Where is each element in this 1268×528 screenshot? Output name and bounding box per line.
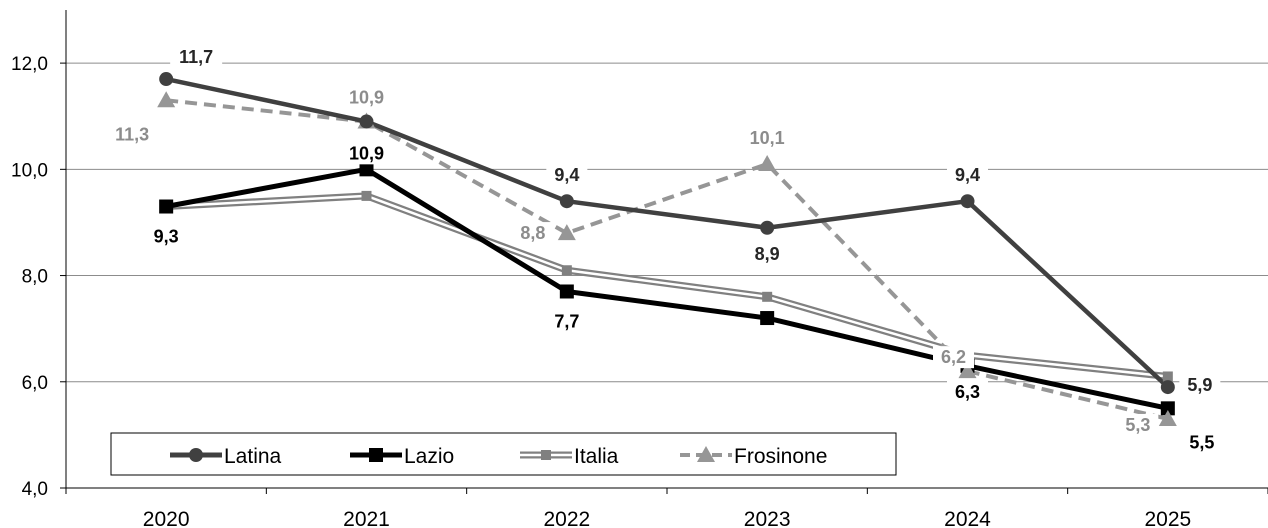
data-label-bg — [947, 380, 988, 403]
data-point-italia — [361, 190, 372, 201]
legend-label-lazio: Lazio — [404, 445, 454, 468]
x-tick-label: 2021 — [343, 508, 390, 528]
data-label-frosinone: 11,3 — [115, 124, 149, 144]
legend-marker-latina — [189, 448, 203, 462]
data-point-frosinone — [157, 91, 176, 108]
x-tick-label: 2022 — [543, 508, 590, 528]
data-label-bg — [512, 222, 554, 245]
data-point-italia — [1162, 371, 1173, 382]
data-point-latina — [159, 72, 174, 87]
data-point-frosinone — [758, 155, 777, 172]
data-label-latina: 9,4 — [554, 165, 579, 185]
data-label-frosinone: 10,9 — [349, 88, 384, 108]
data-label-bg — [1181, 431, 1223, 454]
data-point-latina — [559, 194, 574, 209]
x-tick-label: 2025 — [1144, 508, 1191, 528]
data-point-frosinone — [557, 224, 576, 241]
data-point-frosinone — [958, 362, 977, 379]
data-label-frosinone: 6,2 — [941, 347, 966, 367]
legend-box — [110, 432, 897, 476]
data-label-bg — [741, 127, 794, 150]
data-label-bg — [340, 86, 393, 109]
data-point-lazio — [1160, 401, 1175, 416]
y-tick-label: 8,0 — [22, 267, 48, 288]
data-point-lazio — [559, 284, 574, 299]
series-line-italia — [165, 192, 1169, 380]
data-label-lazio: 10,9 — [349, 143, 384, 163]
x-tick-label: 2020 — [143, 508, 190, 528]
axes — [60, 10, 1268, 494]
data-label-latina: 8,9 — [755, 244, 780, 264]
data-point-latina — [1160, 380, 1175, 395]
data-point-italia — [762, 291, 773, 302]
data-label-latina: 11,7 — [179, 47, 213, 67]
y-tick-label: 6,0 — [22, 373, 48, 394]
data-label-latina: 5,9 — [1187, 375, 1212, 395]
data-label-frosinone: 10,1 — [750, 128, 785, 148]
data-label-bg — [546, 310, 588, 333]
data-label-bg — [145, 225, 187, 248]
y-tick-label: 10,0 — [11, 160, 48, 181]
data-point-frosinone — [1158, 409, 1177, 426]
data-label-lazio: 5,5 — [1189, 432, 1214, 452]
data-label-bg — [340, 142, 393, 165]
data-label-lazio: 7,7 — [554, 311, 579, 331]
data-point-lazio — [359, 162, 374, 177]
data-label-bg — [106, 123, 159, 146]
data-point-lazio — [760, 311, 775, 326]
data-label-frosinone: 8,8 — [520, 223, 545, 243]
data-label-lazio: 9,3 — [154, 227, 179, 247]
series-lines — [165, 76, 1170, 421]
data-label-bg — [933, 346, 974, 369]
data-point-latina — [960, 194, 975, 209]
legend-marker-frosinone — [697, 446, 715, 462]
x-tick-labels: 2020 2021 2022 2023 2024 2025 — [143, 508, 1191, 528]
legend-label-latina: Latina — [224, 445, 282, 468]
data-point-italia — [561, 265, 572, 276]
legend-label-italia: Italia — [574, 445, 619, 468]
data-label-bg — [170, 46, 223, 69]
data-label-lazio: 6,3 — [955, 382, 980, 402]
y-tick-labels: 4,0 6,0 8,0 10,0 12,0 — [11, 54, 48, 500]
legend-label-frosinone: Frosinone — [734, 445, 827, 468]
data-point-latina — [359, 114, 374, 129]
data-label-bg — [746, 242, 788, 265]
data-label-bg — [1117, 413, 1159, 436]
x-tick-label: 2023 — [744, 508, 791, 528]
data-point-latina — [760, 220, 775, 235]
legend: Latina Lazio Italia Frosinone — [110, 432, 897, 476]
grid-lines — [66, 62, 1268, 383]
legend-marker-lazio — [369, 448, 383, 462]
data-label-latina: 9,4 — [955, 165, 980, 185]
data-label-frosinone: 5,3 — [1125, 415, 1150, 435]
series-line-italia-inner — [166, 194, 1168, 378]
data-labels: 11,7 9,4 8,9 9,4 5,9 9,3 10,9 7,7 6,3 5,5 11,3 10,9… — [106, 46, 1223, 454]
data-label-bg — [947, 164, 988, 187]
y-tick-label: 4,0 — [22, 479, 48, 500]
series-line-lazio — [165, 166, 1169, 411]
x-tick-label: 2024 — [944, 508, 991, 528]
series-line-frosinone — [165, 98, 1169, 421]
data-label-bg — [546, 164, 588, 187]
series-markers — [157, 72, 1177, 426]
legend-marker-italia — [541, 450, 551, 460]
data-label-bg — [1179, 374, 1221, 397]
y-tick-label: 12,0 — [11, 54, 48, 75]
data-point-lazio — [159, 199, 174, 214]
series-line-latina — [165, 76, 1170, 389]
